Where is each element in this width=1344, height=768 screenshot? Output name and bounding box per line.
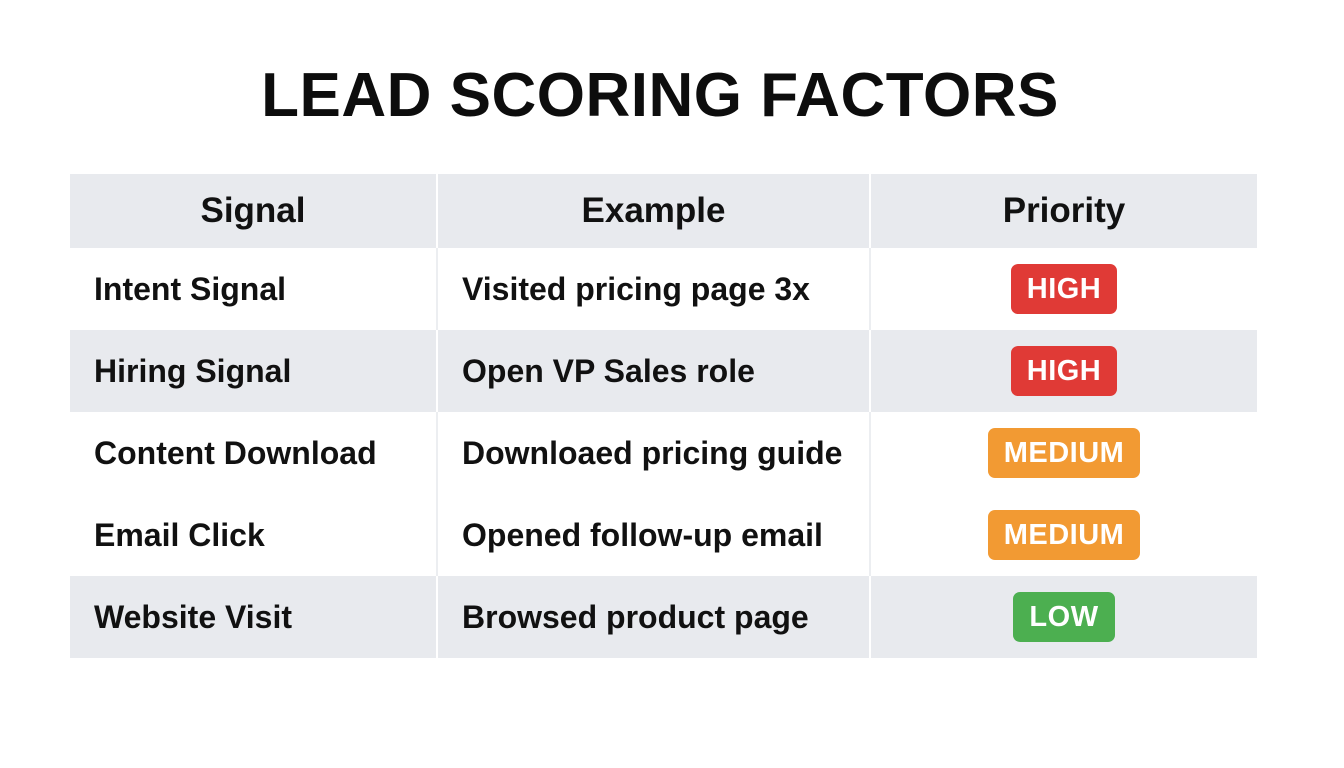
header-priority: Priority (869, 174, 1257, 248)
example-cell: Open VP Sales role (436, 330, 869, 412)
table-row: Content Download Downloaed pricing guide… (70, 412, 1257, 494)
priority-cell: LOW (869, 576, 1257, 658)
table-header-row: Signal Example Priority (70, 174, 1257, 248)
priority-badge: MEDIUM (987, 510, 1141, 560)
example-cell: Opened follow-up email (436, 494, 869, 576)
priority-badge: LOW (1013, 592, 1115, 642)
signal-cell: Email Click (94, 516, 265, 553)
signal-cell: Website Visit (94, 598, 292, 635)
priority-badge: MEDIUM (987, 428, 1141, 478)
table-row: Email Click Opened follow-up email MEDIU… (70, 494, 1257, 576)
priority-cell: HIGH (869, 248, 1257, 330)
signal-cell: Hiring Signal (94, 352, 292, 389)
table-row: Intent Signal Visited pricing page 3x HI… (70, 248, 1257, 330)
priority-cell: HIGH (869, 330, 1257, 412)
header-example: Example (436, 174, 869, 248)
priority-cell: MEDIUM (869, 412, 1257, 494)
example-cell: Downloaed pricing guide (436, 412, 869, 494)
header-signal: Signal (200, 191, 306, 230)
signal-cell: Intent Signal (94, 270, 286, 307)
example-cell: Browsed product page (436, 576, 869, 658)
example-cell: Visited pricing page 3x (436, 248, 869, 330)
priority-cell: MEDIUM (869, 494, 1257, 576)
priority-badge: HIGH (1010, 264, 1118, 314)
page-title: LEAD SCORING FACTORS (261, 61, 1059, 130)
table-row: Hiring Signal Open VP Sales role HIGH (70, 330, 1257, 412)
lead-scoring-table: Signal Example Priority Intent Signal Vi… (70, 174, 1257, 658)
table-row: Website Visit Browsed product page LOW (70, 576, 1257, 658)
priority-badge: HIGH (1010, 346, 1118, 396)
signal-cell: Content Download (94, 434, 377, 471)
